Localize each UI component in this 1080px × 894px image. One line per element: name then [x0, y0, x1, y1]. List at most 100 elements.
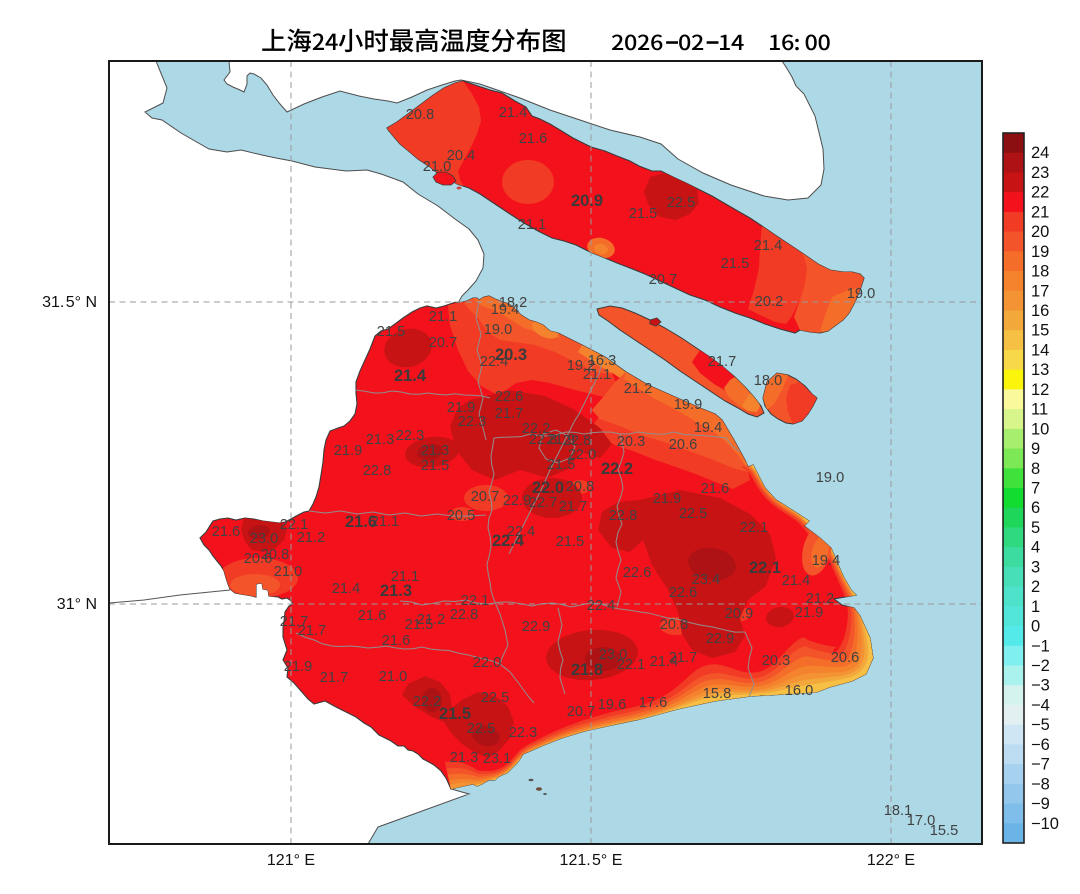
svg-text:21.7: 21.7 — [708, 354, 736, 370]
svg-text:22.1: 22.1 — [617, 657, 645, 673]
svg-text:20.4: 20.4 — [447, 148, 475, 164]
svg-text:15.5: 15.5 — [930, 823, 958, 839]
svg-text:22.8: 22.8 — [450, 607, 478, 623]
svg-text:22.3: 22.3 — [458, 414, 486, 430]
svg-text:22.9: 22.9 — [522, 619, 550, 635]
svg-text:21.3: 21.3 — [366, 432, 394, 448]
svg-text:22.5: 22.5 — [467, 721, 495, 737]
svg-text:20.8: 20.8 — [660, 617, 688, 633]
svg-text:21.6: 21.6 — [382, 633, 410, 649]
svg-text:13: 13 — [1031, 361, 1049, 379]
svg-text:22.2: 22.2 — [413, 694, 441, 710]
svg-text:22.8: 22.8 — [609, 508, 637, 524]
svg-text:20.7: 20.7 — [567, 704, 595, 720]
svg-text:22.8: 22.8 — [363, 463, 391, 479]
svg-text:21.4: 21.4 — [782, 573, 810, 589]
svg-text:22.9: 22.9 — [503, 493, 531, 509]
svg-text:121. 5° E: 121. 5° E — [560, 852, 623, 869]
svg-text:22.2: 22.2 — [522, 421, 550, 437]
svg-text:122° E: 122° E — [867, 852, 915, 869]
svg-text:21.1: 21.1 — [583, 367, 611, 383]
svg-text:24: 24 — [1031, 144, 1049, 162]
svg-text:−5: −5 — [1031, 716, 1050, 734]
svg-text:21.3: 21.3 — [421, 443, 449, 459]
svg-text:2: 2 — [1031, 578, 1040, 596]
svg-text:31° N: 31° N — [57, 596, 97, 613]
svg-text:20.6: 20.6 — [244, 551, 272, 567]
svg-text:21.2: 21.2 — [417, 612, 445, 628]
svg-text:0: 0 — [1031, 618, 1040, 636]
svg-text:−6: −6 — [1031, 736, 1050, 754]
svg-text:14: 14 — [1031, 341, 1049, 359]
svg-text:21.8: 21.8 — [571, 661, 603, 679]
svg-text:20.6: 20.6 — [831, 650, 859, 666]
svg-text:20.3: 20.3 — [617, 434, 645, 450]
svg-text:18.1: 18.1 — [884, 803, 912, 819]
svg-text:19.4: 19.4 — [812, 553, 840, 569]
svg-text:21.5: 21.5 — [629, 206, 657, 222]
svg-text:23: 23 — [1031, 164, 1049, 182]
svg-text:18.0: 18.0 — [754, 373, 782, 389]
svg-text:19: 19 — [1031, 243, 1049, 261]
svg-text:15.8: 15.8 — [703, 686, 731, 702]
svg-text:21.7: 21.7 — [320, 670, 348, 686]
svg-text:−8: −8 — [1031, 775, 1050, 793]
svg-text:15: 15 — [1031, 322, 1049, 340]
svg-text:22.4: 22.4 — [587, 598, 615, 614]
svg-text:21.6: 21.6 — [358, 608, 386, 624]
svg-text:22.4: 22.4 — [480, 354, 508, 370]
svg-text:22.5: 22.5 — [481, 690, 509, 706]
svg-text:17.0: 17.0 — [907, 813, 935, 829]
svg-text:21.3: 21.3 — [450, 750, 478, 766]
svg-text:21.2: 21.2 — [624, 381, 652, 397]
svg-text:21.9: 21.9 — [334, 443, 362, 459]
svg-text:20.3: 20.3 — [495, 346, 527, 364]
svg-text:23.0: 23.0 — [250, 531, 278, 547]
svg-text:22.3: 22.3 — [509, 725, 537, 741]
svg-text:20.8: 20.8 — [406, 107, 434, 123]
svg-text:21.4: 21.4 — [754, 238, 782, 254]
svg-text:21.1: 21.1 — [518, 217, 546, 233]
svg-text:19.4: 19.4 — [491, 302, 519, 318]
svg-text:4: 4 — [1031, 539, 1040, 557]
svg-text:22.1: 22.1 — [461, 593, 489, 609]
svg-text:17.6: 17.6 — [639, 695, 667, 711]
svg-text:21.5: 21.5 — [439, 705, 471, 723]
svg-text:21.6: 21.6 — [212, 524, 240, 540]
svg-text:21.9: 21.9 — [653, 491, 681, 507]
svg-text:22.1: 22.1 — [280, 517, 308, 533]
svg-text:21.1: 21.1 — [371, 514, 399, 530]
svg-text:121° E: 121° E — [267, 852, 315, 869]
svg-text:19.2: 19.2 — [567, 358, 595, 374]
svg-text:21.9: 21.9 — [284, 659, 312, 675]
svg-text:21.2: 21.2 — [297, 530, 325, 546]
svg-text:22.3: 22.3 — [396, 428, 424, 444]
svg-text:19.9: 19.9 — [674, 397, 702, 413]
svg-text:21.9: 21.9 — [447, 400, 475, 416]
svg-text:12: 12 — [1031, 381, 1049, 399]
svg-text:22.6: 22.6 — [669, 585, 697, 601]
svg-text:20.6: 20.6 — [669, 437, 697, 453]
svg-text:21.9: 21.9 — [547, 432, 575, 448]
svg-text:21.5: 21.5 — [405, 617, 433, 633]
svg-text:16: 16 — [1031, 302, 1049, 320]
svg-text:22.1: 22.1 — [740, 520, 768, 536]
svg-text:6: 6 — [1031, 499, 1040, 517]
svg-text:22.5: 22.5 — [667, 195, 695, 211]
svg-text:9: 9 — [1031, 440, 1040, 458]
svg-text:20.9: 20.9 — [725, 606, 753, 622]
svg-text:16.3: 16.3 — [588, 353, 616, 369]
svg-text:−3: −3 — [1031, 677, 1050, 695]
svg-text:22: 22 — [1031, 184, 1049, 202]
svg-text:−10: −10 — [1031, 815, 1059, 833]
svg-text:22.2: 22.2 — [601, 460, 633, 478]
svg-text:21.3: 21.3 — [380, 582, 412, 600]
svg-text:21.5: 21.5 — [421, 458, 449, 474]
svg-text:19.6: 19.6 — [598, 697, 626, 713]
svg-text:17: 17 — [1031, 282, 1049, 300]
svg-text:18: 18 — [1031, 263, 1049, 281]
svg-text:22.1: 22.1 — [749, 559, 781, 577]
svg-text:22.5: 22.5 — [679, 506, 707, 522]
svg-text:21.1: 21.1 — [429, 309, 457, 325]
svg-text:18.2: 18.2 — [499, 295, 527, 311]
